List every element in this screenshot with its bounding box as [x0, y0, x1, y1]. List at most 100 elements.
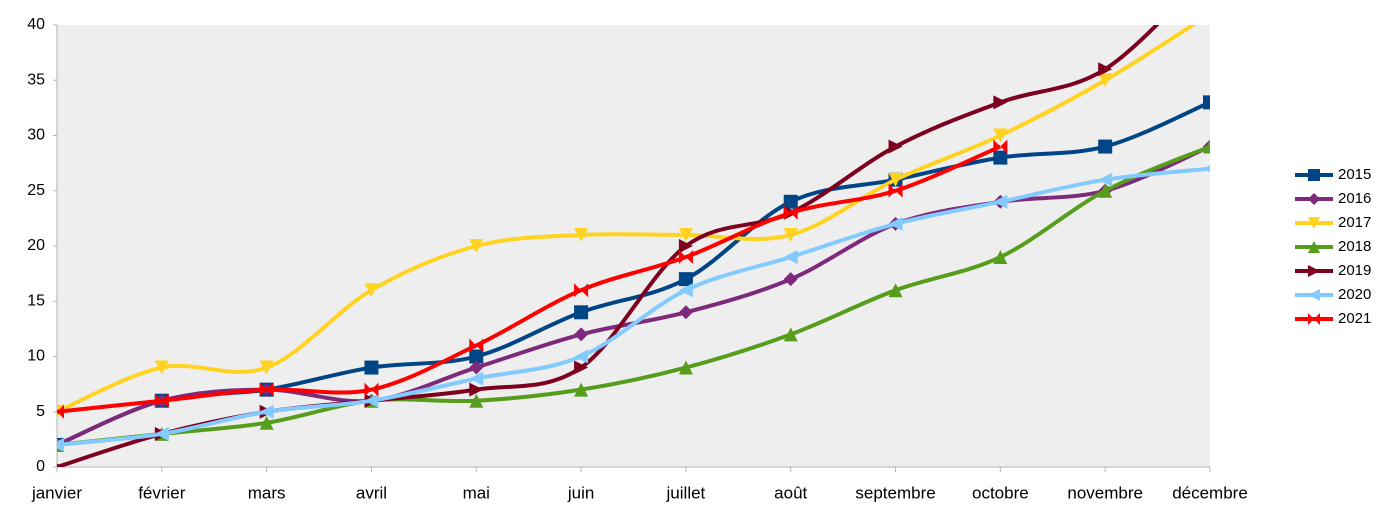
marker [57, 404, 64, 419]
y-tick-label: 15 [27, 292, 45, 309]
y-tick-label: 40 [27, 16, 45, 33]
marker [1098, 172, 1113, 187]
x-tick-label: octobre [972, 483, 1029, 502]
marker [783, 327, 798, 342]
x-tick-label: août [774, 483, 807, 502]
series-line [57, 144, 1002, 414]
marker [469, 371, 484, 386]
y-tick-label: 5 [36, 403, 45, 420]
marker [1308, 193, 1320, 205]
marker [469, 239, 484, 253]
x-tick-label: juillet [666, 483, 706, 502]
legend-label: 2019 [1338, 262, 1371, 279]
y-tick-label: 0 [36, 458, 45, 475]
marker [783, 194, 798, 209]
marker [574, 349, 589, 364]
marker [154, 360, 169, 375]
marker [1098, 183, 1113, 198]
marker [993, 250, 1008, 265]
marker [783, 205, 798, 220]
marker [678, 250, 693, 265]
marker [1308, 313, 1320, 325]
marker [888, 283, 903, 298]
marker [364, 382, 379, 397]
marker [259, 360, 274, 375]
marker [154, 393, 169, 408]
marker [57, 463, 64, 467]
marker [469, 393, 484, 408]
marker [678, 272, 693, 287]
marker [1203, 139, 1210, 154]
marker [1308, 217, 1320, 229]
marker [888, 172, 903, 187]
marker [888, 139, 903, 154]
marker [993, 95, 1008, 110]
marker [574, 327, 589, 342]
y-tick-label: 10 [27, 348, 45, 365]
marker [993, 139, 1008, 154]
marker [469, 338, 484, 353]
legend-label: 2020 [1338, 286, 1371, 303]
legend-label: 2015 [1338, 166, 1371, 183]
y-tick-label: 35 [27, 71, 45, 88]
marker [993, 128, 1008, 143]
marker [259, 415, 274, 430]
marker [364, 360, 379, 375]
marker [469, 382, 484, 397]
marker [678, 305, 693, 320]
marker [364, 283, 379, 298]
marker [783, 272, 798, 287]
legend-label: 2017 [1338, 214, 1371, 231]
x-tick-label: janvier [31, 483, 82, 502]
marker [678, 283, 693, 298]
x-tick-label: mars [248, 483, 286, 502]
marker [993, 194, 1008, 209]
marker [1308, 169, 1320, 181]
marker [888, 183, 903, 198]
marker [259, 382, 274, 397]
marker [364, 393, 379, 408]
marker [1098, 139, 1113, 154]
marker [783, 250, 798, 265]
marker [1308, 241, 1320, 253]
x-tick-label: novembre [1067, 483, 1143, 502]
marker [1203, 95, 1210, 110]
marker [1098, 73, 1113, 88]
series-layer [57, 7, 1217, 467]
marker [259, 404, 274, 419]
y-tick-label: 25 [27, 182, 45, 199]
legend-label: 2021 [1338, 310, 1371, 327]
marker [574, 360, 589, 375]
x-tick-label: septembre [855, 483, 935, 502]
marker [469, 349, 484, 364]
x-tick-label: avril [356, 483, 387, 502]
series-line [57, 25, 1197, 414]
x-tick-label: février [138, 483, 186, 502]
marker [678, 227, 693, 242]
series-line [57, 144, 1210, 447]
marker [1098, 62, 1113, 77]
series-line [57, 166, 1210, 447]
x-tick-label: mai [463, 483, 490, 502]
marker [783, 227, 798, 242]
marker [154, 426, 169, 441]
marker [1308, 265, 1320, 277]
marker [469, 360, 484, 375]
x-tick-label: décembre [1172, 483, 1248, 502]
y-tick-label: 30 [27, 127, 45, 144]
y-tick-label: 20 [27, 237, 45, 254]
marker [574, 382, 589, 397]
marker [574, 305, 589, 320]
marker [888, 216, 903, 231]
marker [574, 283, 589, 298]
legend-label: 2018 [1338, 238, 1371, 255]
marker [993, 150, 1008, 165]
marker [57, 437, 64, 452]
marker [574, 227, 589, 242]
marker [678, 239, 693, 253]
legend-label: 2016 [1338, 190, 1371, 207]
marker [1308, 289, 1320, 301]
x-tick-label: juin [567, 483, 594, 502]
marker [1203, 7, 1217, 21]
